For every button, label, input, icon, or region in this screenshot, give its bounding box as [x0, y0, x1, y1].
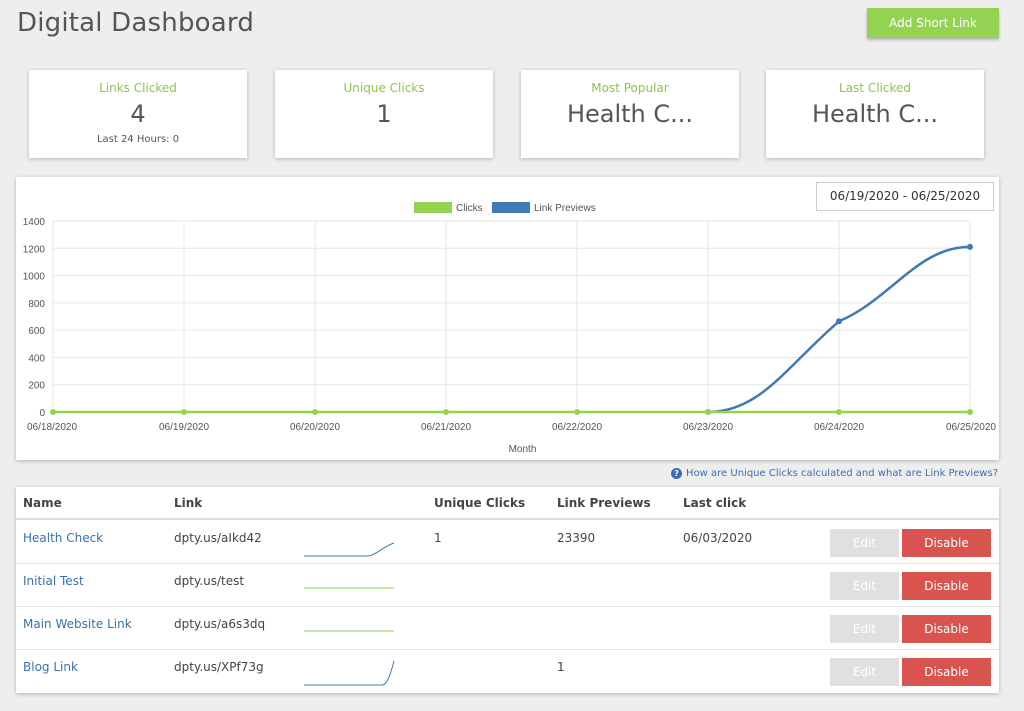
sparkline	[304, 587, 394, 589]
clicks-line-chart: 0 200 400 600 800 1000 1200 1400 06/18/2020 06/19…	[23, 202, 996, 455]
link-name[interactable]: Health Check	[23, 531, 104, 545]
header-name: Name	[23, 496, 62, 510]
stat-card-most-popular: Most Popular Health C...	[521, 70, 739, 158]
links-table: Name Link Unique Clicks Link Previews La…	[16, 487, 999, 693]
stat-value: Health C...	[566, 100, 694, 128]
link-previews-value: 23390	[557, 531, 596, 545]
chart-panel: 0 200 400 600 800 1000 1200 1400 06/18/2020 06/19…	[16, 177, 999, 460]
disable-button[interactable]: Disable	[902, 572, 991, 600]
legend-label: Link Previews	[534, 203, 596, 214]
x-tick-label: 06/21/2020	[421, 422, 471, 433]
link-name[interactable]: Initial Test	[23, 574, 84, 588]
x-tick-label: 06/24/2020	[814, 422, 864, 433]
disable-button[interactable]: Disable	[902, 615, 991, 643]
add-short-link-button[interactable]: Add Short Link	[867, 8, 999, 38]
x-tick-label: 06/20/2020	[290, 422, 340, 433]
legend-swatch-0	[414, 202, 452, 213]
legend-label: Clicks	[456, 203, 483, 214]
link-previews-value: 1	[557, 660, 565, 674]
last-click-value: 06/03/2020	[683, 531, 753, 545]
help-link[interactable]: ? How are Unique Clicks calculated and w…	[671, 468, 998, 479]
short-link: dpty.us/XPf73g	[174, 660, 264, 674]
y-tick-label: 1400	[23, 217, 46, 228]
stat-value: 4	[130, 100, 146, 128]
edit-button[interactable]: Edit	[830, 529, 899, 557]
stat-value: 1	[376, 100, 392, 128]
table-row: Health Check dpty.us/aIkd42 1 23390 06/03/20…	[16, 521, 999, 564]
short-link: dpty.us/aIkd42	[174, 531, 262, 545]
point-clicks	[50, 409, 56, 415]
stat-label: Unique Clicks	[343, 81, 425, 95]
y-tick-label: 1200	[23, 244, 46, 255]
table-row: Initial Test dpty.us/test Edit Disable	[16, 564, 999, 607]
sparkline	[304, 542, 395, 557]
disable-button[interactable]: Disable	[902, 529, 991, 557]
point-clicks	[967, 409, 973, 415]
short-link: dpty.us/a6s3dq	[174, 617, 266, 631]
header-link-previews: Link Previews	[557, 496, 651, 510]
legend-swatch-1	[492, 202, 530, 213]
x-tick-label: 06/23/2020	[683, 422, 733, 433]
header-link: Link	[174, 496, 203, 510]
link-name[interactable]: Main Website Link	[23, 617, 132, 631]
table-row: Main Website Link dpty.us/a6s3dq Edit Disab…	[16, 607, 999, 650]
header-last-click: Last click	[683, 496, 747, 510]
stat-value: Health C...	[811, 100, 939, 128]
disable-button[interactable]: Disable	[902, 658, 991, 686]
link-name[interactable]: Blog Link	[23, 660, 78, 674]
page-title: Digital Dashboard	[17, 8, 255, 38]
edit-button[interactable]: Edit	[830, 615, 899, 643]
point-clicks	[443, 409, 449, 415]
y-tick-label: 0	[39, 408, 45, 419]
help-link-text[interactable]: How are Unique Clicks calculated and wha…	[686, 468, 998, 479]
x-tick-label: 06/18/2020	[27, 422, 77, 433]
unique-clicks-value: 1	[434, 531, 442, 545]
y-tick-label: 200	[28, 381, 45, 392]
x-tick-label: 06/25/2020	[946, 422, 996, 433]
edit-button[interactable]: Edit	[830, 658, 899, 686]
question-circle-icon: ?	[671, 468, 683, 479]
y-tick-label: 800	[28, 299, 45, 310]
point-link-previews	[967, 243, 973, 250]
point-clicks	[312, 409, 318, 415]
point-clicks	[181, 409, 187, 415]
x-tick-label: 06/19/2020	[159, 422, 209, 433]
stat-card-links-clicked: Links Clicked 4 Last 24 Hours: 0	[29, 70, 247, 158]
point-link-previews	[836, 318, 842, 325]
stat-card-last-clicked: Last Clicked Health C...	[766, 70, 984, 158]
stat-card-unique-clicks: Unique Clicks 1	[275, 70, 493, 158]
y-tick-label: 400	[28, 353, 45, 364]
table-row: Blog Link dpty.us/XPf73g 1 Edit Disable	[16, 650, 999, 693]
x-axis-label: Month	[509, 444, 537, 455]
stat-label: Links Clicked	[99, 81, 177, 95]
edit-button[interactable]: Edit	[830, 572, 899, 600]
sparkline	[304, 630, 394, 632]
stat-label: Last Clicked	[839, 81, 911, 95]
header-unique-clicks: Unique Clicks	[434, 496, 526, 510]
y-tick-label: 1000	[23, 272, 46, 283]
stat-label: Most Popular	[591, 81, 669, 95]
x-tick-label: 06/22/2020	[552, 422, 602, 433]
date-range-picker[interactable]: 06/19/2020 - 06/25/2020	[816, 182, 994, 211]
table-header: Name Link Unique Clicks Link Previews La…	[16, 487, 999, 520]
stat-sub: Last 24 Hours: 0	[96, 134, 180, 145]
point-clicks	[705, 409, 711, 415]
point-clicks	[574, 409, 580, 415]
short-link: dpty.us/test	[174, 574, 245, 588]
point-clicks	[836, 409, 842, 415]
sparkline	[304, 660, 395, 686]
y-tick-label: 600	[28, 326, 45, 337]
